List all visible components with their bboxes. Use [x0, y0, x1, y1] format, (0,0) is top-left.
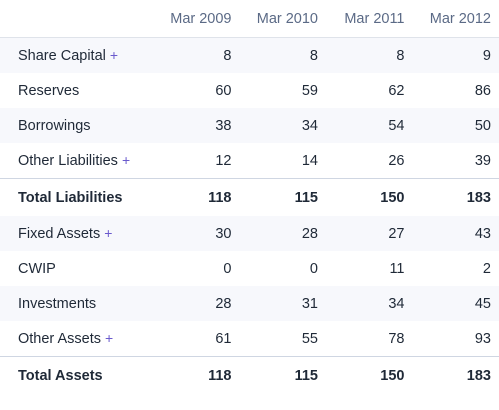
row-investments: Investments 28 31 34 45: [0, 286, 499, 321]
value-cell: 183: [412, 178, 499, 216]
value-cell: 28: [239, 216, 326, 251]
value-cell: 12: [215, 152, 232, 169]
row-label: Other Assets: [18, 331, 102, 347]
row-label: Share Capital: [18, 48, 106, 64]
column-header: Mar 2012: [412, 0, 499, 38]
row-label-cell: Borrowings: [0, 108, 153, 143]
row-label: Other Liabilities: [18, 153, 118, 169]
value-cell: 43: [412, 216, 499, 251]
row-label: Fixed Assets: [18, 226, 101, 242]
value-cell: 0: [223, 260, 232, 277]
value-cell: 118: [153, 356, 240, 394]
row-label-cell[interactable]: Fixed Assets +: [0, 216, 153, 251]
row-label: Borrowings: [18, 117, 91, 134]
label-column-header: [0, 0, 153, 38]
value-cell: 118: [153, 178, 240, 216]
row-label: Total Assets: [18, 367, 103, 384]
row-label-cell: Reserves: [0, 73, 153, 108]
value-cell: 61: [215, 330, 232, 347]
row-reserves: Reserves 60 59 62 86: [0, 73, 499, 108]
row-label-cell: Total Assets: [0, 356, 153, 394]
value-cell: 26: [388, 152, 405, 169]
column-header: Mar 2010: [239, 0, 326, 38]
value-cell: 34: [239, 108, 326, 143]
value-cell: 55: [301, 330, 318, 347]
value-cell: 39: [474, 152, 491, 169]
column-header: Mar 2009: [153, 0, 240, 38]
value-cell: 30: [153, 216, 240, 251]
row-other-assets[interactable]: Other Assets + 61 55 78 93: [0, 321, 499, 357]
value-cell: 11: [389, 260, 405, 277]
row-label-cell[interactable]: Other Liabilities +: [0, 143, 153, 179]
row-label: Investments: [18, 295, 97, 312]
value-cell: 8: [326, 37, 413, 73]
expand-plus-icon[interactable]: +: [109, 47, 119, 63]
value-cell: 183: [412, 356, 499, 394]
value-cell: 2: [482, 260, 491, 277]
value-cell: 115: [239, 356, 326, 394]
value-cell: 0: [309, 260, 318, 277]
row-cwip: CWIP 0 0 11 2: [0, 251, 499, 286]
value-cell: 34: [326, 286, 413, 321]
row-label-cell: CWIP: [0, 251, 153, 286]
value-cell: 54: [326, 108, 413, 143]
value-cell: 50: [412, 108, 499, 143]
value-cell: 93: [474, 330, 491, 347]
value-cell: 9: [412, 37, 499, 73]
row-label: Total Liabilities: [18, 189, 123, 206]
header-row: Mar 2009 Mar 2010 Mar 2011 Mar 2012: [0, 0, 499, 38]
value-cell: 86: [474, 82, 491, 99]
value-cell: 31: [239, 286, 326, 321]
value-cell: 62: [388, 82, 405, 99]
row-other-liabilities[interactable]: Other Liabilities + 12 14 26 39: [0, 143, 499, 179]
row-label: Reserves: [18, 82, 80, 99]
value-cell: 27: [326, 216, 413, 251]
row-borrowings: Borrowings 38 34 54 50: [0, 108, 499, 143]
value-cell: 115: [239, 178, 326, 216]
value-cell: 45: [412, 286, 499, 321]
column-header: Mar 2011: [326, 0, 413, 38]
value-cell: 28: [153, 286, 240, 321]
row-label-cell: Investments: [0, 286, 153, 321]
row-label-cell[interactable]: Share Capital +: [0, 37, 153, 73]
value-cell: 59: [301, 82, 318, 99]
row-share-capital[interactable]: Share Capital + 8 8 8 9: [0, 37, 499, 73]
value-cell: 150: [326, 356, 413, 394]
value-cell: 60: [215, 82, 232, 99]
value-cell: 150: [326, 178, 413, 216]
row-fixed-assets[interactable]: Fixed Assets + 30 28 27 43: [0, 216, 499, 251]
expand-plus-icon[interactable]: +: [105, 330, 114, 346]
value-cell: 14: [301, 152, 318, 169]
row-label-cell: Total Liabilities: [0, 178, 153, 216]
row-total-liabilities: Total Liabilities 118 115 150 183: [0, 178, 499, 216]
expand-plus-icon[interactable]: +: [121, 152, 131, 168]
value-cell: 8: [239, 37, 326, 73]
balance-sheet-table: Mar 2009 Mar 2010 Mar 2011 Mar 2012 Shar…: [0, 0, 499, 394]
value-cell: 8: [153, 37, 240, 73]
value-cell: 38: [153, 108, 240, 143]
row-label: CWIP: [18, 260, 56, 277]
row-total-assets: Total Assets 118 115 150 183: [0, 356, 499, 394]
row-label-cell[interactable]: Other Assets +: [0, 321, 153, 357]
value-cell: 78: [388, 330, 405, 347]
expand-plus-icon[interactable]: +: [104, 225, 113, 241]
